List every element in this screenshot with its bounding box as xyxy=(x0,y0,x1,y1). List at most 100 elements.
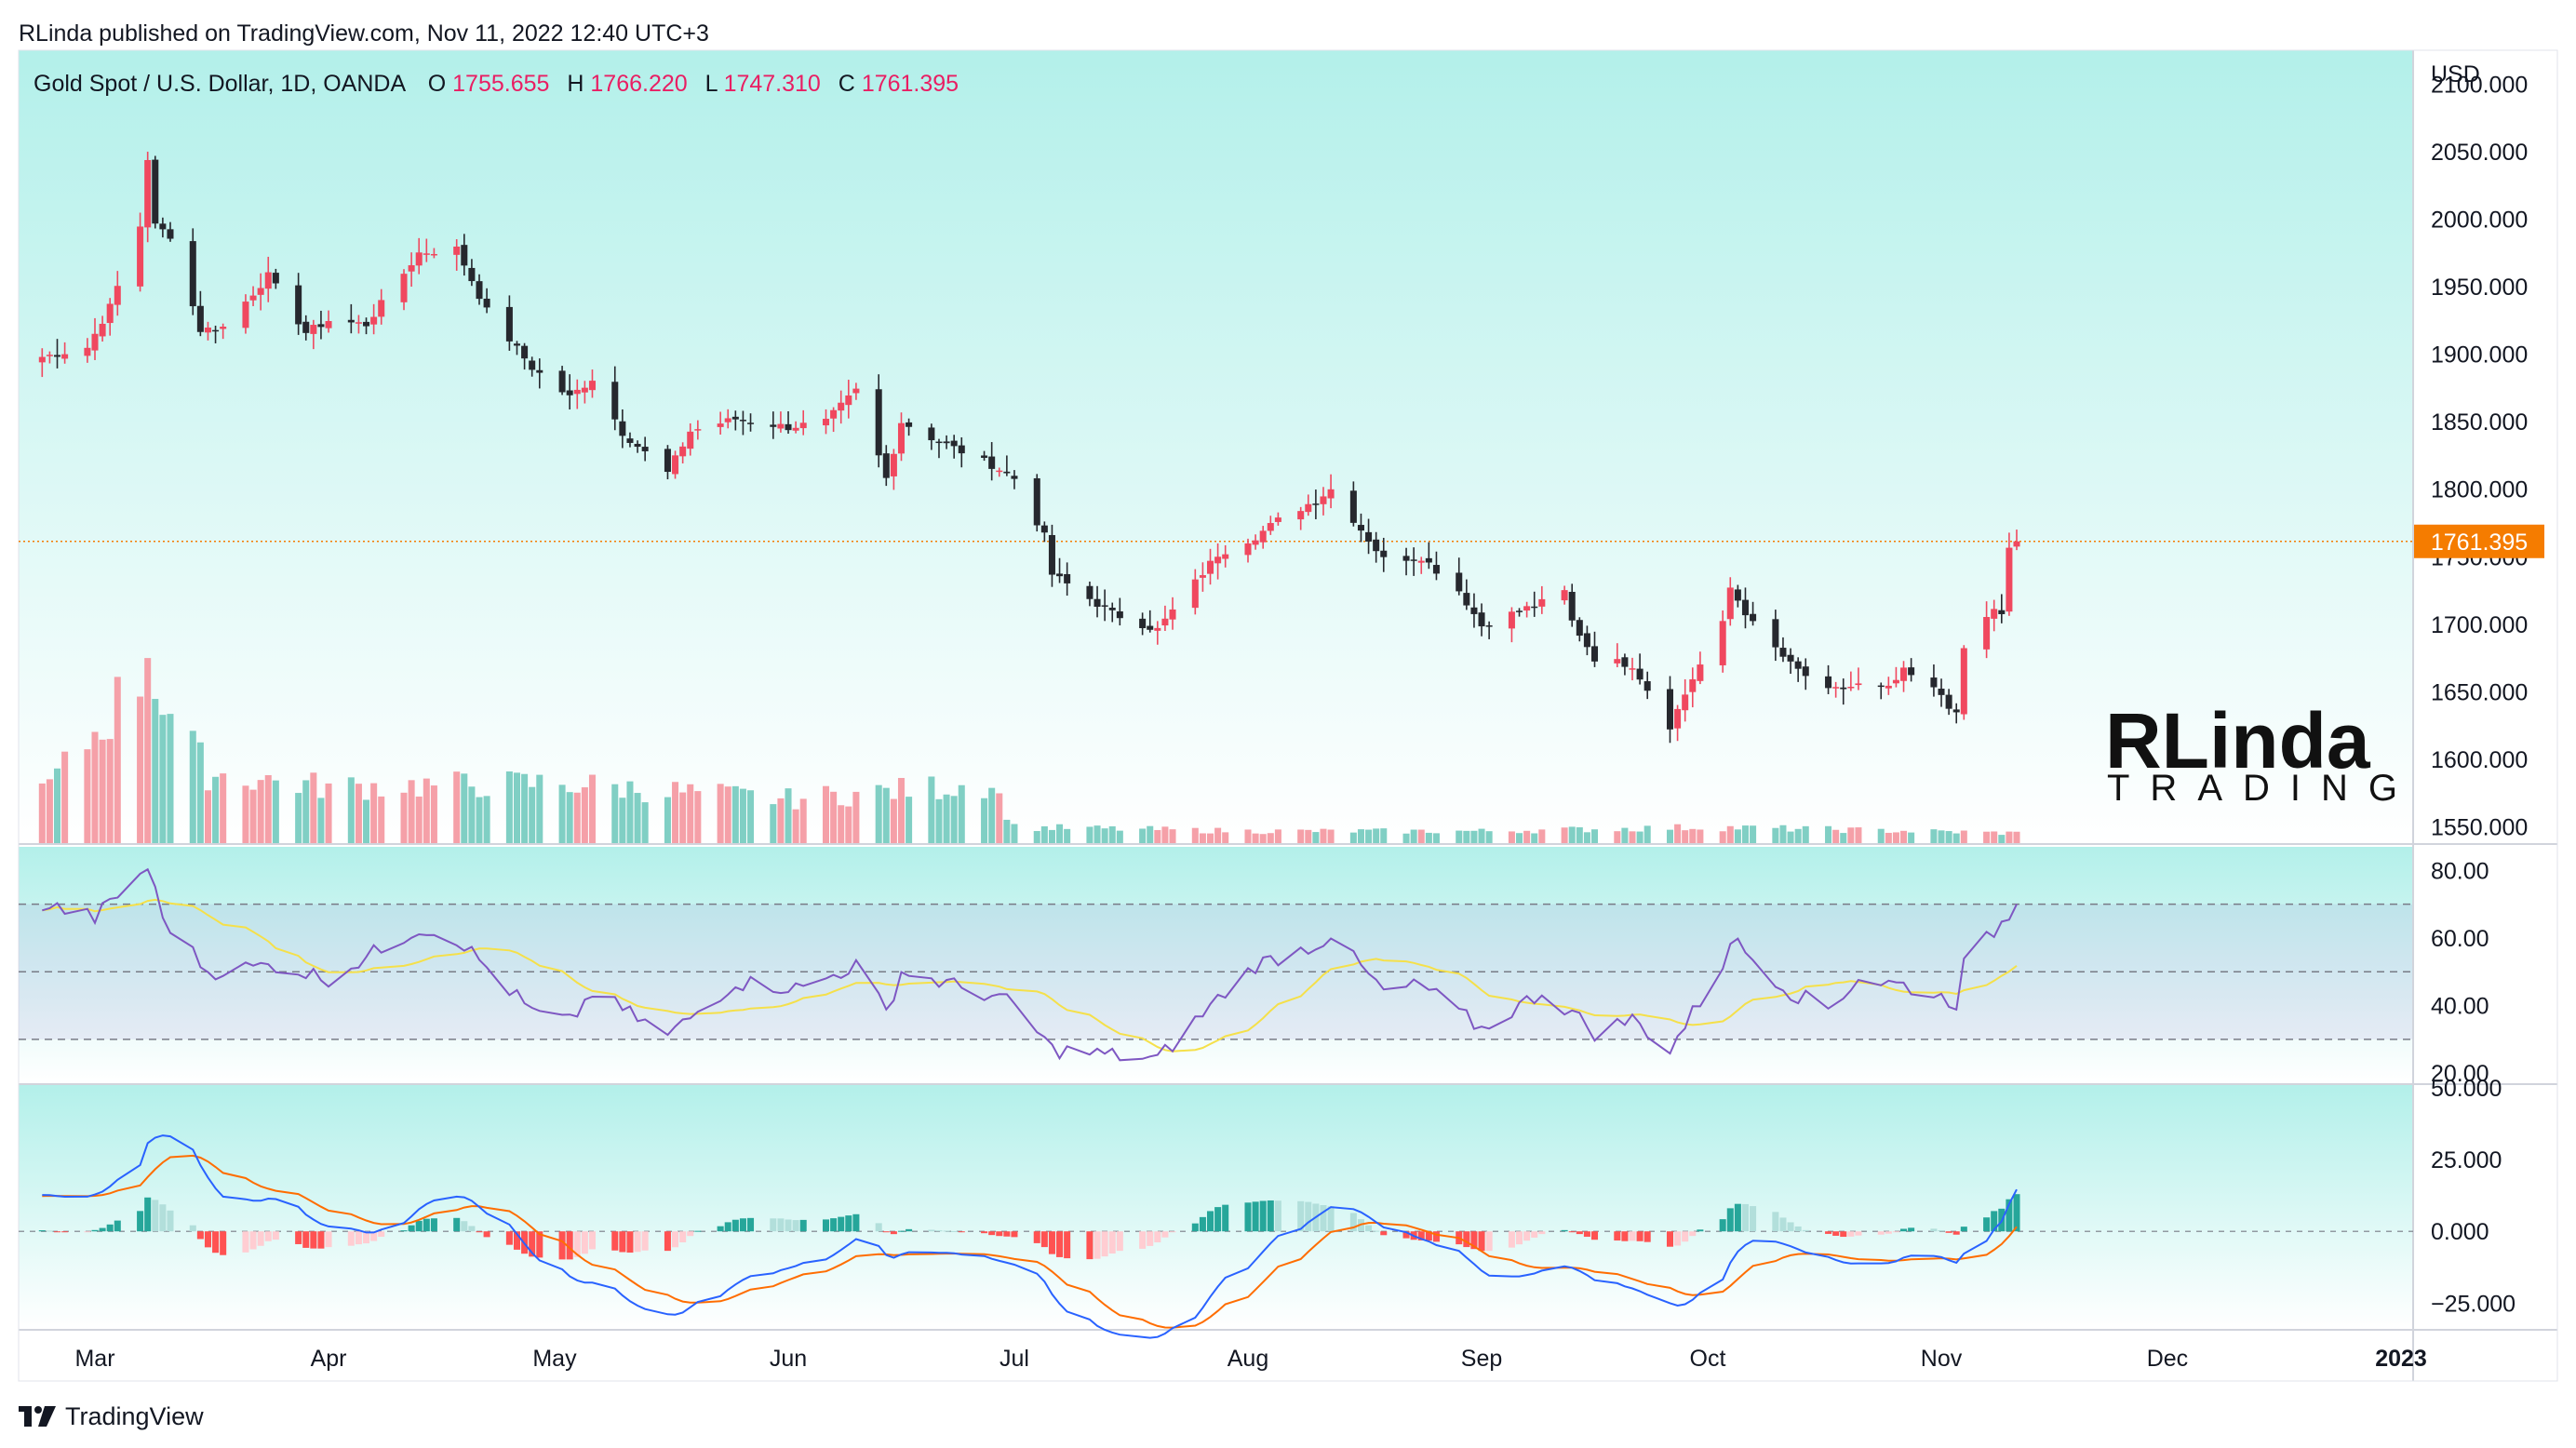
volume-bar xyxy=(505,771,513,843)
volume-bar xyxy=(1741,825,1749,843)
price-axis[interactable]: 2100.000 2050.000 2000.000 1950.000 1900.000… xyxy=(2414,72,2544,1317)
macd-histogram-bar xyxy=(1093,1231,1101,1259)
macd-histogram-bar xyxy=(1274,1200,1281,1232)
candle-body xyxy=(906,422,913,427)
macd-histogram-bar xyxy=(159,1204,167,1232)
candle-body xyxy=(1199,575,1206,578)
macd-histogram-bar xyxy=(1726,1208,1734,1232)
candle-body xyxy=(1847,687,1855,689)
volume-bar xyxy=(370,783,378,843)
candle-body xyxy=(1425,557,1432,563)
macd-histogram-bar xyxy=(1056,1231,1064,1257)
macd-histogram-bar xyxy=(106,1224,114,1232)
volume-bar xyxy=(1327,829,1335,843)
macd-histogram-bar xyxy=(906,1228,913,1232)
macd-histogram-bar xyxy=(1636,1231,1644,1241)
candle-body xyxy=(1855,683,1862,686)
candle-body xyxy=(1267,523,1274,531)
macd-histogram-bar xyxy=(988,1231,996,1236)
macd-histogram-bar xyxy=(897,1230,906,1232)
volume-bar xyxy=(1093,825,1101,843)
macd-histogram-bar xyxy=(1900,1228,1908,1232)
volume-bar xyxy=(204,790,211,843)
volume-bar xyxy=(1040,825,1048,843)
candle-body xyxy=(958,445,965,454)
macd-histogram-bar xyxy=(641,1231,649,1251)
candle-body xyxy=(694,429,702,431)
volume-bar xyxy=(747,790,755,843)
candle-body xyxy=(1719,621,1726,665)
candle-body xyxy=(838,402,845,411)
candle-body xyxy=(196,305,204,332)
candle-body xyxy=(1576,620,1583,637)
volume-bar xyxy=(257,780,264,843)
macd-histogram-bar xyxy=(1380,1231,1388,1236)
candle-body xyxy=(1787,654,1794,662)
macd-histogram-bar xyxy=(777,1218,785,1232)
macd-histogram-bar xyxy=(1191,1223,1199,1232)
candle-body xyxy=(845,395,852,406)
macd-histogram-bar xyxy=(1697,1229,1704,1232)
tradingview-footer[interactable]: TradingView xyxy=(19,1396,204,1437)
volume-bar xyxy=(852,791,860,843)
candle-body xyxy=(1629,668,1636,670)
macd-histogram-bar xyxy=(317,1231,325,1249)
macd-histogram-bar xyxy=(1682,1231,1689,1242)
macd-histogram-bar xyxy=(1885,1231,1892,1234)
volume-bar xyxy=(453,771,461,843)
time-tick-label: Aug xyxy=(1228,1346,1268,1372)
macd-histogram-bar xyxy=(1320,1205,1327,1232)
macd-histogram-bar xyxy=(1629,1231,1636,1241)
candle-body xyxy=(1825,676,1832,689)
volume-bar xyxy=(1154,829,1161,843)
macd-histogram-bar xyxy=(928,1229,935,1232)
volume-bar xyxy=(114,677,121,843)
macd-histogram-bar xyxy=(257,1231,264,1246)
macd-histogram-bar xyxy=(513,1231,521,1250)
macd-indicator[interactable] xyxy=(19,1134,2413,1339)
macd-histogram-bar xyxy=(476,1231,483,1233)
candlesticks[interactable] xyxy=(38,152,2020,744)
volume-bar xyxy=(634,793,641,843)
open-label: O xyxy=(428,71,446,97)
candle-body xyxy=(476,281,483,300)
volume-bar xyxy=(1682,830,1689,843)
macd-histogram-bar xyxy=(852,1213,860,1232)
candle-body xyxy=(378,300,385,317)
macd-histogram-bar xyxy=(84,1231,91,1233)
ohlc-legend[interactable]: Gold Spot / U.S. Dollar, 1D, OANDA O 175… xyxy=(34,71,959,97)
macd-histogram-bar xyxy=(144,1197,152,1232)
macd-histogram-bar xyxy=(189,1225,196,1232)
volume-bar xyxy=(1719,831,1726,843)
candle-body xyxy=(46,355,53,356)
macd-histogram-bar xyxy=(958,1231,965,1233)
candle-body xyxy=(264,272,272,289)
candle-body xyxy=(1930,677,1938,688)
macd-histogram-bar xyxy=(1222,1204,1229,1232)
candle-body xyxy=(1244,543,1252,556)
volume-bar xyxy=(687,784,694,843)
candle-body xyxy=(1147,625,1154,630)
macd-histogram-bar xyxy=(137,1211,144,1232)
volume-bar xyxy=(1629,831,1636,843)
chart-canvas[interactable]: 2100.000 2050.000 2000.000 1950.000 1900.000… xyxy=(0,0,2576,1396)
macd-histogram-bar xyxy=(1644,1231,1651,1242)
macd-histogram-bar xyxy=(295,1231,302,1244)
volume-bar xyxy=(1470,830,1478,843)
volume-bar xyxy=(822,785,830,843)
candle-body xyxy=(1590,646,1599,662)
candle-body xyxy=(1056,573,1064,577)
macd-histogram-bar xyxy=(799,1219,807,1232)
candle-body xyxy=(1410,559,1417,561)
macd-histogram-bar xyxy=(830,1218,838,1232)
macd-histogram-bar xyxy=(679,1231,687,1242)
volume-bar xyxy=(1590,829,1599,843)
macd-histogram-bar xyxy=(1199,1216,1206,1232)
time-axis[interactable]: Mar Apr May Jun Jul Aug Sep Oct Nov Dec 2023 xyxy=(74,1346,2426,1372)
volume-bar xyxy=(430,785,437,843)
candle-body xyxy=(461,245,468,266)
macd-histogram-bar xyxy=(1952,1231,1960,1235)
rsi-indicator[interactable] xyxy=(19,867,2413,1062)
macd-histogram-bar xyxy=(1794,1226,1802,1232)
volume-bar xyxy=(943,794,950,843)
